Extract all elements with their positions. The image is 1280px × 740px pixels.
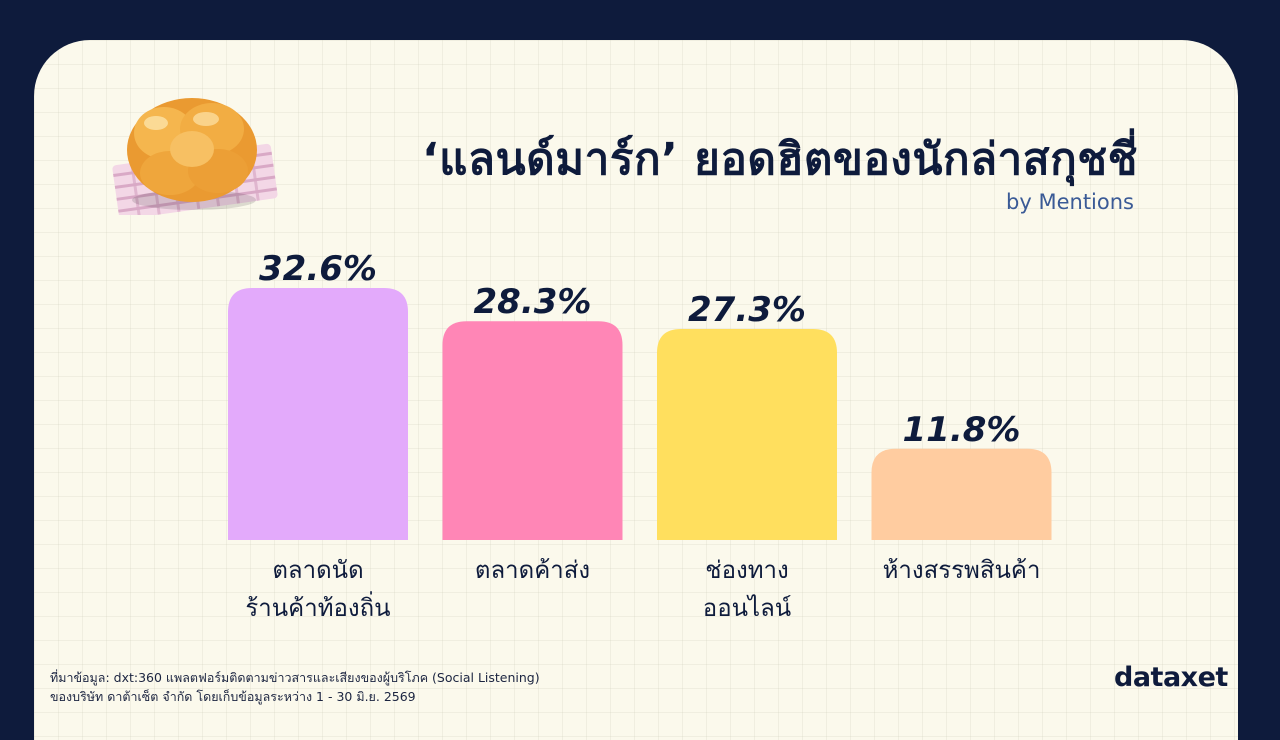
bar-2 [442,321,623,540]
category-label-2-line-1: ตลาดค้าส่ง [475,556,590,584]
value-label-4: 11.8% [903,410,1021,450]
chart-subtitle: by Mentions [1006,190,1134,214]
value-label-3: 27.3% [688,290,806,330]
value-label-1: 32.6% [259,249,377,289]
bar-4 [871,448,1052,540]
category-label-3-line-2: ออนไลน์ [703,594,792,622]
bar-3 [657,328,837,540]
source-line-1: ที่มาข้อมูล: dxt:360 แพลตฟอร์มติดตามข่าว… [50,670,540,685]
dataxet-logo: dataxet [1114,662,1228,693]
bar-chart: 32.6% ตลาดนัดร้านค้าท้องถิ่น 28.3% ตลาดค้าส… [228,249,1052,622]
value-label-2: 28.3% [474,282,592,322]
chart-title: ‘แลนด์มาร์ก’ ยอดฮิตของนักล่าสกุชชี่ [421,134,1138,185]
bar-1 [228,288,408,540]
category-label-1-line-1: ตลาดนัด [272,556,363,584]
source-note: ที่มาข้อมูล: dxt:360 แพลตฟอร์มติดตามข่าว… [50,668,540,706]
category-label-1-line-2: ร้านค้าท้องถิ่น [245,591,390,622]
category-label-4-line-1: ห้างสรรพสินค้า [883,556,1041,584]
source-line-2: ของบริษัท ดาต้าเซ็ต จำกัด โดยเก็บข้อมูลร… [50,689,416,704]
squishy-bread-icon [112,98,278,215]
category-label-3-line-1: ช่องทาง [705,556,788,584]
infographic-card: ‘แลนด์มาร์ก’ ยอดฮิตของนักล่าสกุชชี่ by M… [34,40,1238,740]
